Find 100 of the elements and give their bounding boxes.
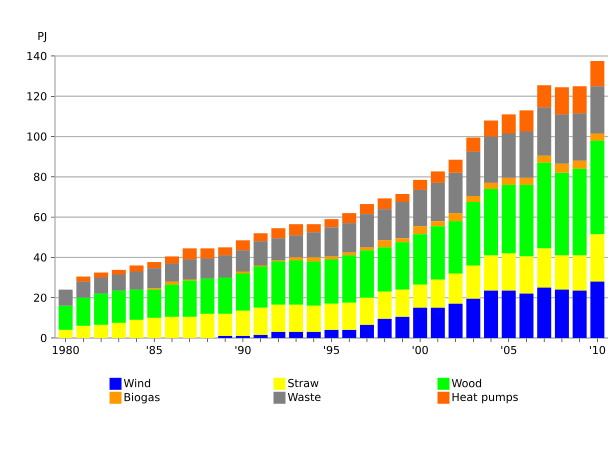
bar	[448, 213, 463, 222]
y-tick-label: 20	[34, 294, 46, 302]
bar	[130, 272, 144, 290]
bar	[94, 324, 108, 338]
x-tick-label: '85	[146, 346, 162, 354]
bar	[466, 298, 480, 338]
bar	[218, 278, 232, 314]
x-tick-label: '90	[235, 346, 251, 354]
bar	[342, 255, 356, 303]
bar	[324, 330, 339, 338]
bar	[94, 272, 108, 278]
bar	[590, 140, 604, 234]
bar	[519, 256, 534, 294]
legend-label: Straw	[288, 378, 318, 388]
bar	[554, 290, 569, 338]
bar	[572, 113, 587, 161]
legend-label: Wind	[124, 378, 150, 388]
bar	[519, 294, 534, 338]
bar	[306, 232, 321, 258]
bar	[218, 247, 232, 256]
bar	[572, 86, 587, 114]
bar	[466, 202, 480, 266]
bar	[306, 257, 321, 262]
bar	[360, 324, 374, 338]
bar	[130, 265, 144, 272]
bar	[448, 172, 463, 214]
bar	[130, 320, 144, 338]
y-tick-label: 40	[34, 253, 46, 262]
bar	[147, 290, 162, 318]
bar	[200, 278, 214, 314]
bar	[306, 224, 321, 232]
bar	[484, 136, 498, 183]
bar	[324, 259, 339, 304]
legend-label: Heat pumps	[452, 392, 518, 404]
bar	[430, 280, 445, 308]
bar	[360, 250, 374, 298]
bar	[519, 132, 534, 178]
bar	[164, 256, 179, 264]
bar	[182, 280, 197, 317]
bar	[430, 226, 445, 280]
bar	[395, 316, 410, 338]
bar	[58, 306, 73, 330]
bar	[306, 261, 321, 306]
bar	[519, 178, 534, 185]
bar	[554, 255, 569, 290]
bar	[182, 248, 197, 260]
bar	[324, 227, 339, 256]
bar	[342, 213, 356, 224]
bar	[378, 240, 392, 248]
bar	[112, 290, 126, 323]
bar	[94, 294, 108, 325]
bar	[378, 247, 392, 292]
bar	[413, 234, 428, 285]
y-tick-label: 0	[40, 334, 46, 342]
bar	[572, 255, 587, 291]
bar	[147, 318, 162, 338]
bar	[147, 268, 162, 288]
bar	[254, 233, 268, 242]
y-axis-title: PJ	[38, 32, 46, 42]
bar	[342, 223, 356, 252]
bar	[147, 262, 162, 268]
bar	[395, 290, 410, 317]
bar	[537, 85, 552, 108]
bar	[395, 242, 410, 290]
bar	[76, 298, 90, 326]
x-tick-label: '95	[324, 346, 340, 354]
y-tick-label: 120	[27, 92, 46, 100]
bar	[76, 276, 90, 282]
bar	[519, 110, 534, 132]
bar	[236, 310, 250, 336]
bar	[484, 182, 498, 189]
bar	[164, 282, 179, 285]
bar	[430, 171, 445, 183]
bar	[590, 134, 604, 141]
bar	[200, 258, 214, 279]
bar	[324, 304, 339, 330]
bar	[378, 209, 392, 240]
bar	[572, 290, 587, 338]
bar	[130, 290, 144, 320]
bar	[413, 284, 428, 308]
bar	[537, 156, 552, 163]
bar	[112, 274, 126, 291]
bar	[554, 164, 569, 173]
bar	[271, 238, 286, 260]
bar	[271, 332, 286, 338]
bar	[289, 257, 304, 260]
bar	[236, 240, 250, 250]
bar	[360, 298, 374, 325]
bar	[378, 292, 392, 319]
bar	[537, 107, 552, 156]
bar	[58, 330, 73, 338]
bar	[395, 194, 410, 202]
bar	[466, 138, 480, 152]
bar	[430, 308, 445, 338]
bar	[537, 288, 552, 338]
bar	[306, 332, 321, 338]
bar	[502, 134, 516, 178]
bar	[112, 322, 126, 338]
bar	[94, 278, 108, 294]
y-tick-label: 80	[34, 172, 46, 181]
